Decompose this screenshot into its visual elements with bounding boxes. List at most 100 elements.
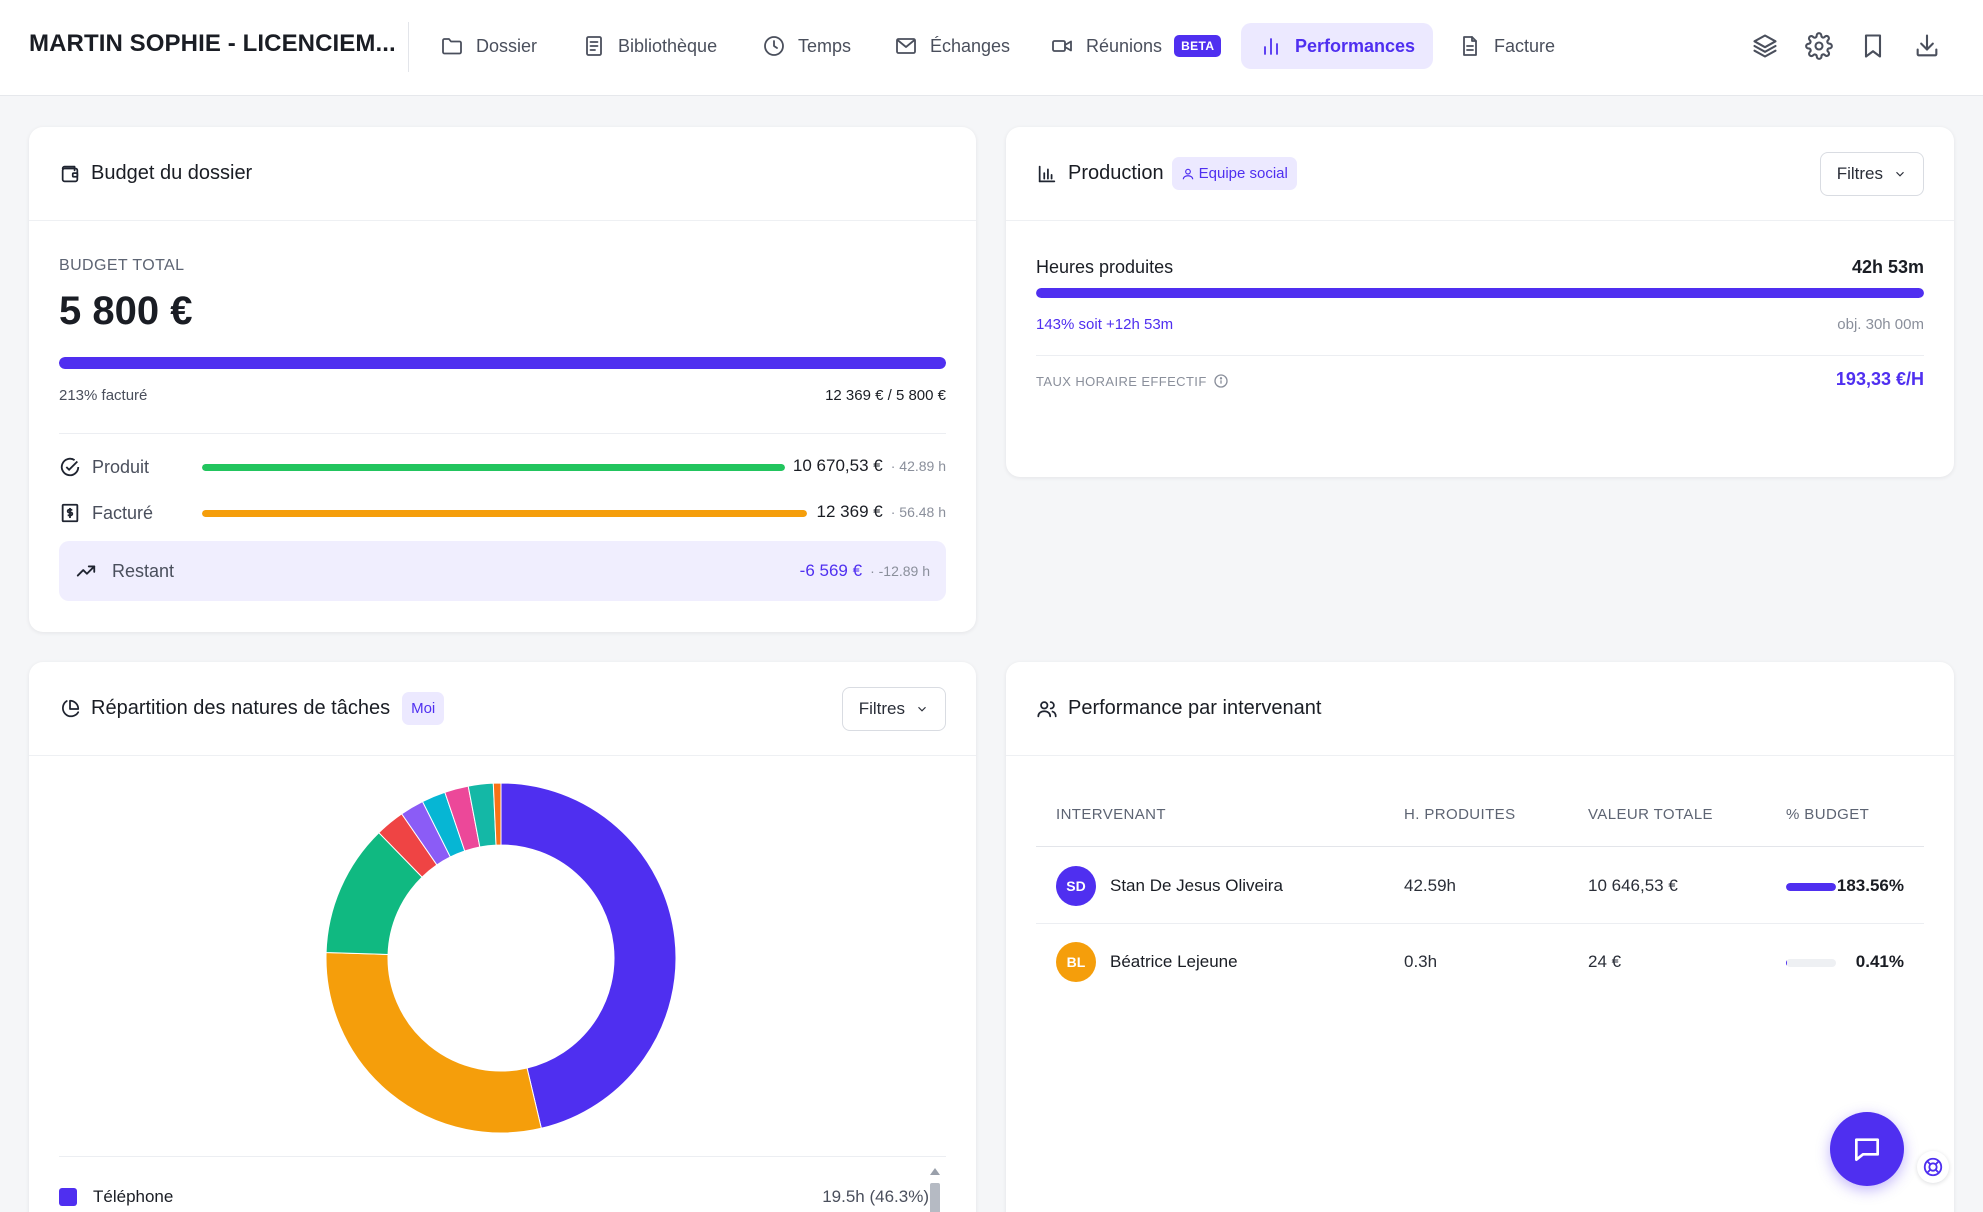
tab-label: Bibliothèque [618,35,718,56]
donut-slice-téléphone[interactable] [500,782,677,1129]
tab-reunions[interactable]: Réunions BETA [1032,23,1239,69]
value-cell: 24 € [1588,952,1622,971]
page-title: MARTIN SOPHIE - LICENCIEM... [29,30,396,57]
hours-produced-value: 42h 53m [1851,257,1924,277]
column-header-budget-pct[interactable]: % BUDGET [1786,806,1870,823]
tab-echanges[interactable]: Échanges [876,23,1028,69]
tab-label: Réunions [1086,35,1163,56]
task-distribution-donut-chart [325,782,677,1134]
budget-total-label: BUDGET TOTAL [59,257,185,274]
column-header-value[interactable]: VALEUR TOTALE [1588,806,1713,823]
download-icon[interactable] [1913,32,1941,60]
budget-pct-bar [1786,959,1836,967]
tab-label: Dossier [476,35,538,56]
intervenant-name: Béatrice Lejeune [1110,952,1238,971]
layers-icon[interactable] [1751,32,1779,60]
folder-icon [442,38,462,55]
budget-row-facture: Facturé 12 369 € · 56.48 h [59,498,946,528]
scope-chip-label: Moi [411,700,436,717]
budget-pct-fill [1786,959,1787,967]
hours-cell: 0.3h [1404,952,1438,971]
lifebuoy-icon [1923,1157,1943,1177]
tab-label: Performances [1295,35,1416,56]
facture-bar [202,510,807,517]
tab-label: Facture [1494,35,1556,56]
performance-card-header: Performance par intervenant [1006,662,1954,756]
settings-icon[interactable] [1805,32,1833,60]
tab-temps[interactable]: Temps [744,23,869,69]
column-header-hours[interactable]: H. PRODUITES [1404,806,1516,823]
budget-progress-fill [59,357,946,369]
hours-produced-label: Heures produites [1036,257,1174,277]
billed-percent-text: 213% facturé [59,387,148,404]
chevron-down-icon [1896,171,1904,177]
beta-badge: BETA [1174,35,1222,57]
user-icon [1182,168,1193,179]
legend-item: Téléphone 19.5h (46.3%) [59,1182,929,1212]
chat-icon [1855,1138,1879,1161]
tasks-filter-button[interactable]: Filtres [841,687,946,731]
divider [1036,355,1924,356]
help-button[interactable] [1917,1151,1949,1183]
info-icon[interactable] [1213,373,1229,389]
budget-pct-bar [1786,883,1836,891]
top-navigation-bar: MARTIN SOPHIE - LICENCIEM... Dossier Bib… [0,0,1983,96]
tasks-card-header: Répartition des natures de tâches Moi Fi… [29,662,976,756]
pie-chart-icon [62,699,80,717]
scrollbar-thumb[interactable] [930,1183,940,1212]
tab-facture[interactable]: Facture [1440,23,1573,69]
remaining-value: -6 569 € [799,561,863,580]
production-card-header: Production Equipe social Filtres [1006,127,1954,221]
video-icon [1052,40,1072,52]
tab-dossier[interactable]: Dossier [422,23,555,69]
production-card: Production Equipe social Filtres Heures … [1006,127,1954,477]
title-divider [408,22,409,72]
legend-scrollbar[interactable] [929,1165,941,1212]
remaining-hours: · -12.89 h [870,563,930,579]
produit-value: 10 670,53 € [792,456,883,475]
tab-label: Temps [798,35,852,56]
performance-card: Performance par intervenant INTERVENANT … [1006,662,1954,1212]
performance-card-title: Performance par intervenant [1068,697,1322,719]
scroll-up-arrow-icon[interactable] [929,1166,941,1178]
hourly-rate-value: 193,33 €/H [1835,369,1924,389]
chat-button[interactable] [1830,1112,1904,1186]
table-header-divider [1036,846,1924,847]
column-header-intervenant[interactable]: INTERVENANT [1056,806,1166,823]
donut-slice-8[interactable] [492,782,502,846]
filter-label: Filtres [858,699,905,718]
tab-bibliotheque[interactable]: Bibliothèque [564,23,735,69]
donut-slice-1[interactable] [325,951,542,1134]
team-chip[interactable]: Equipe social [1171,157,1297,190]
legend-value: 19.5h (46.3%) [822,1187,929,1206]
clock-icon [764,36,784,56]
budget-row-produit: Produit 10 670,53 € · 42.89 h [59,452,946,482]
hours-cell: 42.59h [1404,876,1456,895]
tasks-card-title: Répartition des natures de tâches [91,697,391,719]
facture-hours: · 56.48 h [890,504,946,520]
produit-bar-fill [202,464,785,471]
bookmark-icon[interactable] [1859,32,1887,60]
check-circle-icon [60,457,80,477]
mail-icon [896,38,916,54]
team-chip-label: Equipe social [1198,165,1288,182]
budget-remaining: Restant -6 569 € · -12.89 h [59,541,946,601]
budget-pct-cell: 0.41% [1855,952,1904,971]
intervenant-name: Stan De Jesus Oliveira [1110,876,1283,895]
bar-chart-icon [1264,38,1278,55]
trending-up-icon [76,565,96,577]
hourly-rate-label: TAUX HORAIRE EFFECTIF [1036,373,1207,389]
book-icon [586,36,602,56]
row-divider [1036,923,1924,924]
budget-card-header: Budget du dossier [29,127,976,221]
budget-progress-bar [59,357,946,369]
tab-performances[interactable]: Performances [1241,23,1434,69]
production-card-title: Production [1068,162,1164,184]
budget-card-title: Budget du dossier [91,162,253,184]
facture-value: 12 369 € [816,502,883,521]
produit-bar [202,464,785,471]
value-cell: 10 646,53 € [1588,876,1678,895]
hours-progress-bar [1036,288,1924,298]
scope-chip[interactable]: Moi [402,692,445,725]
production-filter-button[interactable]: Filtres [1819,152,1924,196]
